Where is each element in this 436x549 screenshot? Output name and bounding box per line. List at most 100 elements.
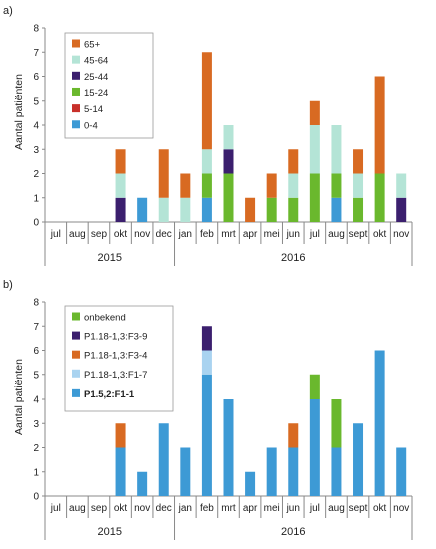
bar-segment-p1-5-2-f1-1 bbox=[137, 471, 148, 496]
x-tick-label: mei bbox=[264, 229, 280, 240]
legend-box bbox=[64, 305, 174, 412]
x-tick-label: apr bbox=[243, 229, 258, 240]
bar-segment-p1-5-2-f1-1 bbox=[396, 447, 407, 496]
legend-label: onbekend bbox=[84, 313, 126, 324]
legend-label: 0-4 bbox=[84, 120, 98, 131]
legend-label: 65+ bbox=[84, 40, 101, 51]
bar-segment-15-24 bbox=[201, 173, 212, 198]
bar-segment-65- bbox=[158, 149, 169, 198]
bar-segment-45-64 bbox=[201, 149, 212, 174]
x-tick-label: sep bbox=[91, 503, 108, 514]
x-tick-label: mrt bbox=[221, 229, 236, 240]
bar-segment-45-64 bbox=[353, 173, 364, 198]
x-tick-label: okt bbox=[114, 503, 128, 514]
bar-segment-25-44 bbox=[223, 149, 234, 174]
bar-segment-65- bbox=[374, 76, 385, 174]
panel-label: b) bbox=[3, 279, 13, 291]
x-tick-label: feb bbox=[200, 503, 214, 514]
bar-segment-45-64 bbox=[223, 125, 234, 150]
legend-swatch bbox=[72, 87, 80, 96]
legend-label: P1.18-1,3:F1-7 bbox=[84, 370, 147, 381]
x-tick-label: jul bbox=[309, 229, 320, 240]
x-tick-label: aug bbox=[328, 503, 345, 514]
x-tick-label: jan bbox=[178, 503, 192, 514]
legend-swatch bbox=[72, 388, 80, 397]
legend-label: P1.5,2:F1-1 bbox=[84, 389, 135, 400]
bar-segment-45-64 bbox=[331, 125, 342, 174]
bar-segment-45-64 bbox=[309, 125, 320, 174]
y-tick-label: 1 bbox=[33, 467, 39, 478]
bar-segment-p1-5-2-f1-1 bbox=[266, 447, 277, 496]
x-tick-label: mei bbox=[264, 503, 280, 514]
x-tick-label: sept bbox=[349, 503, 368, 514]
x-tick-label: aug bbox=[69, 229, 86, 240]
y-tick-label: 3 bbox=[33, 419, 39, 430]
bar-segment-15-24 bbox=[374, 173, 385, 222]
bar-segment-65- bbox=[115, 149, 126, 174]
legend-label: 5-14 bbox=[84, 104, 103, 115]
bar-segment-p1-5-2-f1-1 bbox=[115, 447, 126, 496]
bar-segment-15-24 bbox=[331, 173, 342, 198]
y-tick-label: 2 bbox=[33, 169, 39, 180]
legend-swatch bbox=[72, 350, 80, 359]
x-tick-label: sep bbox=[91, 229, 108, 240]
x-tick-label: jul bbox=[309, 503, 320, 514]
bar-segment-65- bbox=[288, 149, 299, 174]
x-tick-label: nov bbox=[393, 503, 409, 514]
bar-segment-15-24 bbox=[353, 197, 364, 222]
bar-segment-65- bbox=[353, 149, 364, 174]
legend-label: P1.18-1,3:F3-9 bbox=[84, 332, 147, 343]
y-tick-label: 7 bbox=[33, 322, 39, 333]
x-tick-label: nov bbox=[134, 503, 150, 514]
legend-swatch bbox=[72, 369, 80, 378]
legend-label: 15-24 bbox=[84, 88, 108, 99]
legend-swatch bbox=[72, 55, 80, 64]
bar-segment-25-44 bbox=[115, 197, 126, 222]
bar-segment-p1-18-1-3-f3-9 bbox=[201, 326, 212, 351]
y-tick-label: 8 bbox=[33, 24, 39, 35]
x-tick-label: feb bbox=[200, 229, 214, 240]
bar-segment-onbekend bbox=[331, 399, 342, 448]
bar-segment-p1-18-1-3-f3-4 bbox=[288, 423, 299, 448]
x-tick-label: apr bbox=[243, 503, 258, 514]
y-axis-title: Aantal patiënten bbox=[13, 359, 25, 435]
y-axis-title: Aantal patiënten bbox=[13, 74, 25, 150]
bar-segment-45-64 bbox=[180, 197, 191, 222]
legend-swatch bbox=[72, 312, 80, 321]
y-tick-label: 8 bbox=[33, 298, 39, 309]
legend-swatch bbox=[72, 39, 80, 48]
bar-segment-65- bbox=[245, 197, 256, 222]
bar-segment-p1-5-2-f1-1 bbox=[223, 399, 234, 496]
x-year-label: 2016 bbox=[281, 526, 305, 538]
x-year-label: 2015 bbox=[98, 252, 122, 264]
bar-segment-p1-5-2-f1-1 bbox=[245, 471, 256, 496]
bar-segment-p1-5-2-f1-1 bbox=[201, 374, 212, 496]
x-tick-label: jan bbox=[178, 229, 192, 240]
y-tick-label: 5 bbox=[33, 96, 39, 107]
bar-segment-15-24 bbox=[266, 197, 277, 222]
y-tick-label: 3 bbox=[33, 145, 39, 156]
bar-segment-45-64 bbox=[396, 173, 407, 198]
x-tick-label: aug bbox=[69, 503, 86, 514]
y-tick-label: 2 bbox=[33, 443, 39, 454]
x-tick-label: dec bbox=[156, 503, 172, 514]
bar-segment-p1-5-2-f1-1 bbox=[353, 423, 364, 496]
bar-segment-15-24 bbox=[288, 197, 299, 222]
x-tick-label: nov bbox=[134, 229, 150, 240]
y-tick-label: 0 bbox=[33, 218, 39, 229]
x-tick-label: nov bbox=[393, 229, 409, 240]
legend-label: 25-44 bbox=[84, 72, 108, 83]
bar-segment-65- bbox=[180, 173, 191, 198]
bar-segment-p1-18-1-3-f3-4 bbox=[115, 423, 126, 448]
legend-swatch bbox=[72, 104, 80, 113]
x-tick-label: aug bbox=[328, 229, 345, 240]
bar-segment-45-64 bbox=[158, 197, 169, 222]
legend-label: 45-64 bbox=[84, 56, 108, 67]
bar-segment-p1-5-2-f1-1 bbox=[180, 447, 191, 496]
bar-segment-p1-5-2-f1-1 bbox=[309, 399, 320, 496]
bar-segment-p1-5-2-f1-1 bbox=[288, 447, 299, 496]
y-tick-label: 4 bbox=[33, 395, 39, 406]
x-tick-label: jul bbox=[50, 503, 61, 514]
